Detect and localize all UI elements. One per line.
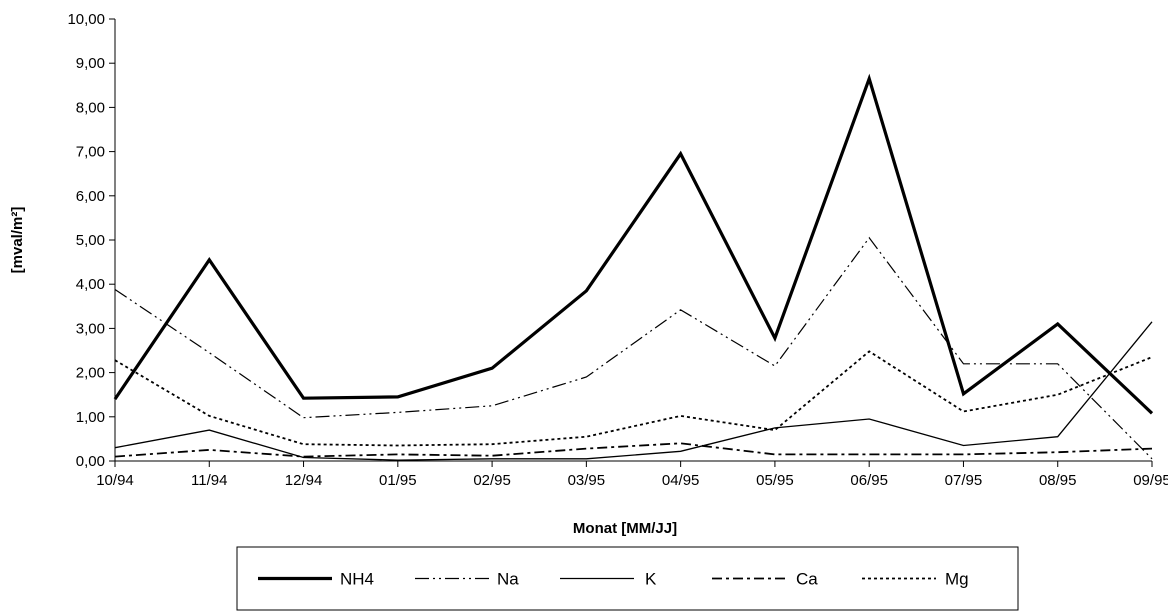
series-lines (113, 73, 1154, 461)
y-axis-title: [mval/m²] (9, 207, 26, 274)
legend-label-ca: Ca (796, 570, 818, 589)
legend-label-nh4: NH4 (340, 570, 374, 589)
legend-label-na: Na (497, 570, 519, 589)
series-line-k (114, 321, 1153, 461)
x-tick-label: 04/95 (662, 472, 700, 489)
x-tick-label: 08/95 (1039, 472, 1077, 489)
y-tick-label: 8,00 (76, 99, 105, 116)
x-tick-label: 12/94 (285, 472, 323, 489)
series-line-na (114, 236, 1153, 460)
legend: NH4 Na K Ca Mg (236, 546, 1019, 611)
y-tick-label: 6,00 (76, 188, 105, 205)
y-tick-label: 1,00 (76, 409, 105, 426)
y-tick-label: 3,00 (76, 320, 105, 337)
y-tick-label: 9,00 (76, 55, 105, 72)
x-tick-label: 09/95 (1133, 472, 1168, 489)
x-tick-label: 05/95 (756, 472, 794, 489)
y-tick-label: 5,00 (76, 232, 105, 249)
x-axis: 10/94 11/94 12/94 01/95 02/95 03/95 04/95 05/95… (96, 460, 1168, 489)
x-tick-label: 03/95 (568, 472, 606, 489)
x-axis-title: Monat [MM/JJ] (573, 520, 677, 537)
series-line-ca (114, 442, 1153, 458)
y-tick-label: 10,00 (67, 11, 105, 28)
series-line-nh4 (113, 73, 1154, 415)
y-tick-label: 4,00 (76, 276, 105, 293)
x-tick-label: 10/94 (96, 472, 134, 489)
y-tick-label: 7,00 (76, 144, 105, 161)
legend-label-mg: Mg (945, 570, 969, 589)
x-tick-label: 01/95 (379, 472, 417, 489)
y-tick-label: 2,00 (76, 365, 105, 382)
legend-label-k: K (645, 570, 657, 589)
x-tick-label: 07/95 (945, 472, 983, 489)
x-tick-label: 11/94 (191, 472, 227, 489)
y-axis: 0,00 1,00 2,00 3,00 4,00 5,00 6,00 7,00 8,00 9,00… (67, 11, 116, 470)
series-line-mg (114, 350, 1153, 447)
y-tick-label: 0,00 (76, 453, 105, 470)
x-tick-label: 02/95 (473, 472, 511, 489)
x-tick-label: 06/95 (850, 472, 888, 489)
